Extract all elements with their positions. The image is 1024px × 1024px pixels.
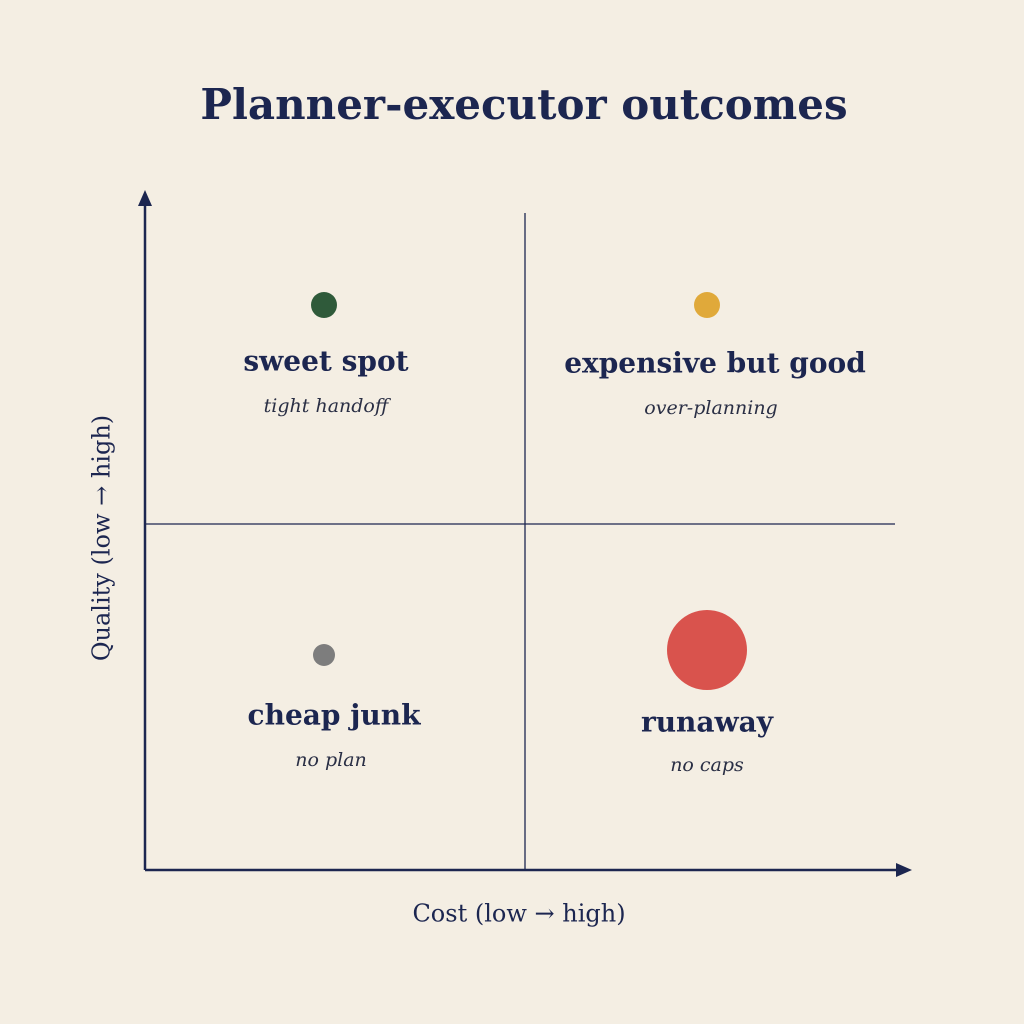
y-axis-label: Quality (low → high) [88,415,116,661]
quadrant-dot [313,644,335,666]
quadrant-sublabel: tight handoff [264,395,392,417]
quadrant-sublabel: no plan [295,749,367,771]
title: Planner-executor outcomes [200,80,847,129]
quadrant-sublabel: over-planning [644,397,777,419]
quadrant-dot [311,292,337,318]
y-axis-arrow [138,190,152,206]
quadrant-label: cheap junk [248,699,422,732]
quadrant-label: expensive but good [564,347,866,380]
x-axis-label: Cost (low → high) [412,900,625,928]
quadrant-label: runaway [641,706,774,739]
quadrant-label: sweet spot [243,345,408,378]
quadrant-dot [667,610,747,690]
quadrant-sublabel: no caps [670,754,744,776]
quadrant-dot [694,292,720,318]
x-axis-arrow [896,863,912,877]
